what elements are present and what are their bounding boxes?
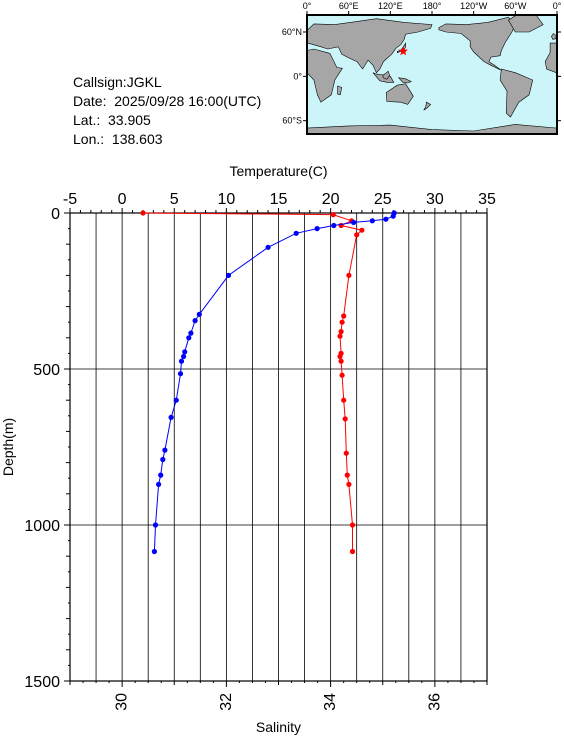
salinity-tick-label: 32	[218, 693, 235, 711]
map-lon-label: 120°W	[460, 1, 488, 11]
salinity-point	[349, 548, 356, 555]
salinity-point	[330, 212, 336, 218]
map-landmass	[397, 77, 412, 84]
salinity-point	[337, 333, 343, 339]
temperature-point	[196, 311, 202, 317]
salinity-point	[344, 472, 350, 478]
map-landmass	[438, 16, 516, 71]
temperature-tick-label: 20	[322, 191, 340, 208]
salinity-point	[339, 319, 345, 325]
temperature-point	[160, 456, 166, 463]
temperature-line	[153, 212, 395, 552]
temperature-point	[152, 522, 159, 528]
salinity-point	[342, 416, 348, 422]
longitude-label: Lon.: 138.603	[73, 131, 163, 147]
salinity-point	[338, 329, 344, 335]
temperature-tick-label: 0	[118, 191, 127, 208]
temperature-point	[177, 371, 184, 377]
salinity-tick-label: 36	[426, 693, 443, 711]
salinity-point	[339, 372, 345, 378]
salinity-point	[140, 210, 146, 216]
map-lat-label: 0°	[293, 71, 302, 81]
depth-tick-label: 500	[33, 362, 60, 379]
temperature-point	[182, 349, 188, 355]
temperature-point	[314, 226, 320, 232]
map-lat-label: 60°S	[282, 116, 302, 126]
temperature-point	[188, 330, 194, 336]
map-landmass	[306, 48, 343, 103]
salinity-point	[337, 353, 343, 360]
map-lon-label: 60°E	[339, 1, 359, 11]
temperature-point	[351, 219, 357, 225]
temperature-tick-label: 35	[478, 191, 496, 208]
salinity-point	[346, 481, 352, 487]
temperature-point	[186, 335, 192, 341]
temperature-point	[173, 397, 179, 403]
temperature-tick-label: 30	[426, 191, 444, 208]
salinity-axis-title: Salinity	[256, 719, 301, 735]
temperature-point	[383, 216, 389, 222]
salinity-tick-label: 30	[114, 693, 131, 711]
temperature-point	[168, 414, 174, 420]
temperature-tick-label: -5	[63, 191, 77, 208]
map-landmass	[337, 85, 343, 96]
map-landmass	[382, 70, 390, 80]
map-landmass	[385, 83, 414, 105]
map-landmass	[551, 33, 557, 40]
depth-tick-label: 0	[51, 206, 60, 223]
map-lon-label: 180°	[423, 1, 442, 11]
salinity-point	[341, 313, 347, 319]
map-landmass	[423, 101, 432, 111]
depth-tick-label: 1500	[24, 674, 60, 691]
map-landmass	[499, 68, 534, 118]
map-lon-label: 60°W	[504, 1, 527, 11]
salinity-point	[346, 272, 352, 278]
salinity-point	[354, 232, 360, 238]
salinity-point	[349, 522, 356, 528]
temperature-tick-label: 5	[170, 191, 179, 208]
depth-axis-title: Depth(m)	[0, 418, 16, 476]
temperature-point	[293, 230, 299, 236]
temperature-point	[331, 222, 337, 229]
depth-tick-label: 1000	[24, 518, 60, 535]
temperature-point	[158, 472, 164, 478]
salinity-point	[341, 397, 347, 403]
world-map: 0° 60°E 120°E 180° 120°W 60°W 0° 60°N 0° 60°S	[282, 1, 562, 135]
map-lon-label: 0°	[303, 1, 312, 11]
temperature-axis-title: Temperature(C)	[229, 163, 327, 179]
map-lat-label: 60°N	[282, 27, 302, 37]
map-lon-label: 0°	[553, 1, 562, 11]
temperature-tick-label: 15	[270, 191, 288, 208]
latitude-label: Lat.: 33.905	[73, 112, 151, 128]
salinity-point	[343, 450, 349, 456]
date-label: Date: 2025/09/28 16:00(UTC)	[73, 93, 262, 109]
temperature-point	[265, 244, 271, 250]
temperature-point	[156, 481, 162, 487]
temperature-point	[390, 213, 396, 219]
temperature-point	[225, 272, 232, 278]
callsign-label: Callsign:JGKL	[73, 74, 162, 90]
salinity-point	[359, 227, 365, 233]
temperature-point	[181, 353, 187, 360]
map-lon-label: 120°E	[378, 1, 403, 11]
temperature-point	[369, 218, 375, 224]
temperature-tick-label: 10	[217, 191, 235, 208]
temperature-point	[192, 318, 198, 324]
map-landmass	[306, 18, 433, 74]
temperature-point	[162, 447, 168, 453]
temperature-point	[151, 548, 157, 555]
temperature-tick-label: 25	[374, 191, 392, 208]
salinity-line	[142, 212, 363, 552]
salinity-tick-label: 34	[322, 693, 339, 711]
station-marker-icon	[398, 46, 408, 56]
temperature-point	[178, 358, 185, 364]
salinity-point	[338, 358, 344, 364]
